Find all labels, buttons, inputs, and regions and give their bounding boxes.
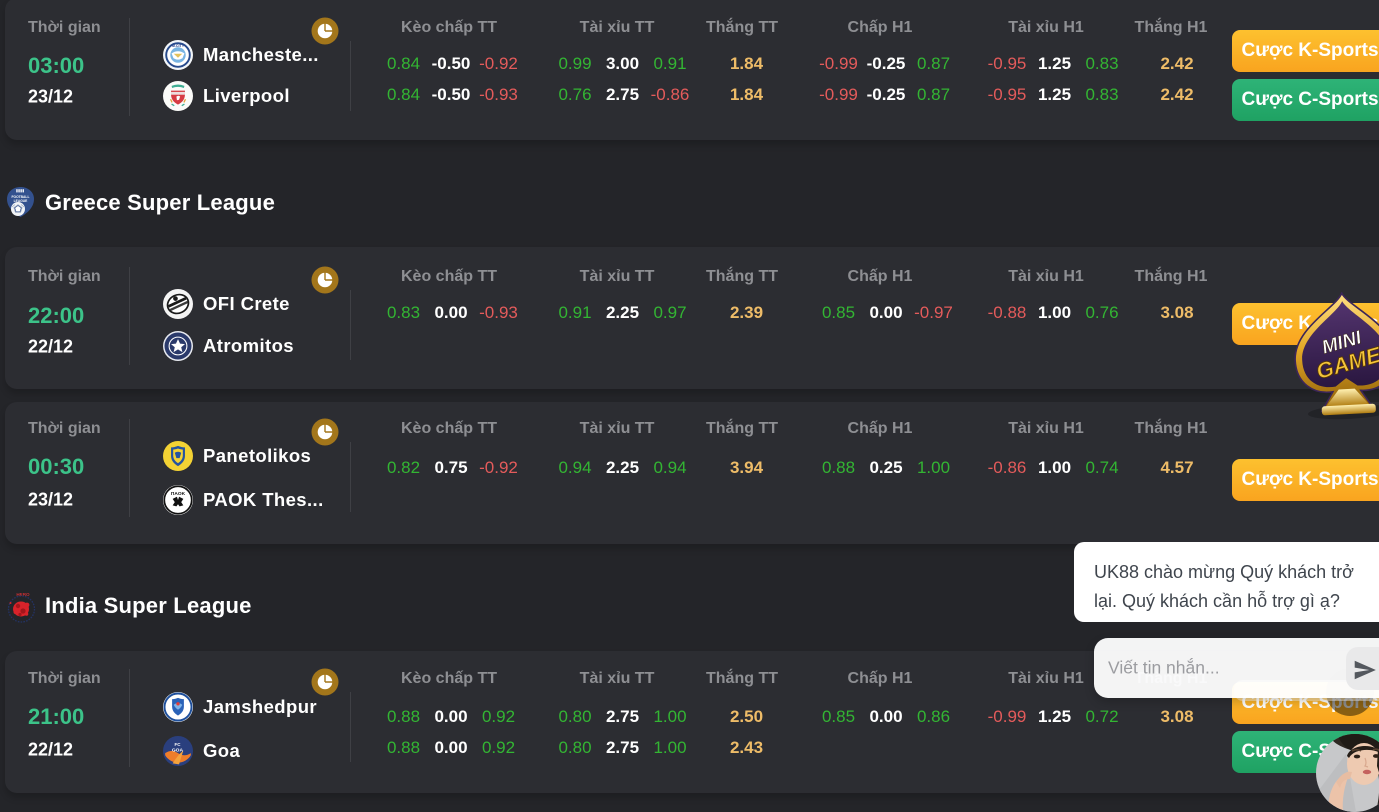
svg-text:FC: FC [174, 742, 181, 747]
svg-text:ΠAOK: ΠAOK [171, 491, 186, 497]
svg-text:LEAGUE: LEAGUE [14, 199, 29, 203]
svg-text:M.CITY: M.CITY [172, 44, 185, 48]
svg-text:GOA: GOA [172, 747, 184, 753]
svg-text:HERO: HERO [16, 592, 30, 597]
svg-text:FOOTBALL: FOOTBALL [12, 195, 30, 199]
